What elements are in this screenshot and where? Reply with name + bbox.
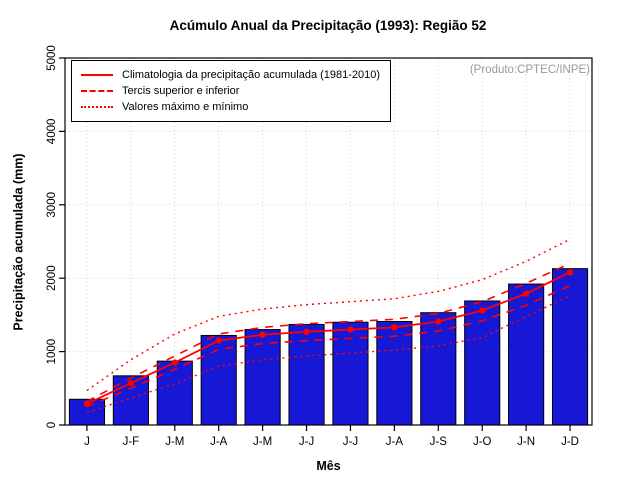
svg-text:3000: 3000	[46, 192, 58, 218]
legend-item: Valores máximo e mínimo	[81, 99, 380, 115]
dotted-line-icon	[81, 106, 113, 108]
svg-text:J-M: J-M	[165, 436, 184, 448]
svg-text:J-N: J-N	[517, 436, 535, 448]
svg-text:J-A: J-A	[210, 436, 228, 448]
svg-text:J-F: J-F	[123, 436, 140, 448]
y-axis-title: Precipitação acumulada (mm)	[11, 153, 26, 331]
svg-text:J-M: J-M	[253, 436, 272, 448]
svg-text:J-O: J-O	[473, 436, 492, 448]
svg-text:J-D: J-D	[561, 436, 579, 448]
svg-text:1000: 1000	[46, 339, 58, 365]
solid-line-icon	[81, 74, 113, 76]
chart-title: Acúmulo Anual da Precipitação (1993): Re…	[169, 18, 487, 33]
svg-text:J-A: J-A	[386, 436, 404, 448]
product-annotation: (Produto:CPTEC/INPE)	[469, 64, 590, 76]
legend-item: Climatologia da precipitação acumulada (…	[81, 67, 380, 83]
legend-item-label: Climatologia da precipitação acumulada (…	[122, 69, 381, 81]
svg-text:0: 0	[46, 422, 58, 428]
x-axis-title: Mês	[316, 459, 341, 473]
svg-text:J-S: J-S	[430, 436, 448, 448]
legend-item-label: Valores máximo e mínimo	[122, 101, 249, 113]
svg-text:J: J	[84, 436, 90, 448]
legend-item-label: Tercis superior e inferior	[122, 85, 240, 97]
legend-item: Tercis superior e inferior	[81, 83, 380, 99]
svg-text:2000: 2000	[46, 265, 58, 291]
svg-text:5000: 5000	[46, 45, 58, 71]
dashed-line-icon	[81, 90, 113, 92]
svg-text:4000: 4000	[46, 119, 58, 145]
svg-text:J-J: J-J	[299, 436, 314, 448]
legend: Climatologia da precipitação acumulada (…	[71, 60, 392, 122]
svg-text:J-J: J-J	[343, 436, 358, 448]
